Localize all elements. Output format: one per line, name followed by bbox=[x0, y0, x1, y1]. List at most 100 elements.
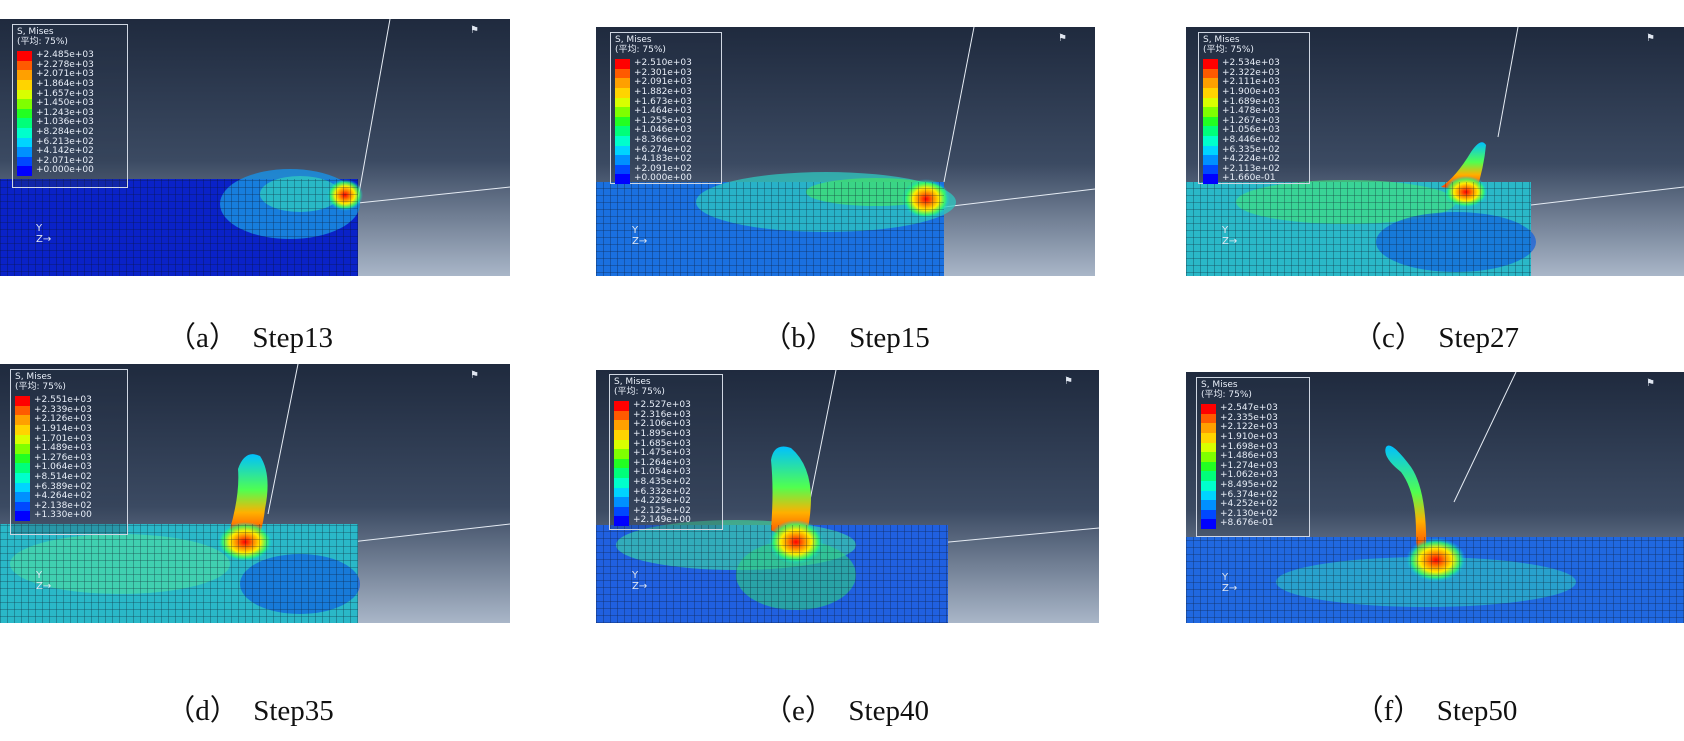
legend-swatch bbox=[1201, 452, 1216, 462]
legend-swatch bbox=[615, 155, 630, 165]
legend-swatch bbox=[15, 472, 30, 483]
legend-swatch bbox=[1203, 78, 1218, 88]
legend-step35: S, Mises (平均: 75%) +2.551e+03 +2.339e+03 +2.… bbox=[10, 369, 128, 535]
view-triad-icon: ⚑ bbox=[1064, 376, 1073, 387]
legend-swatch bbox=[614, 487, 629, 498]
legend-swatch bbox=[615, 59, 630, 69]
legend-value: +1.660e-01 bbox=[1222, 173, 1276, 184]
legend-value: +8.676e-01 bbox=[1220, 518, 1274, 529]
legend-value: +1.276e+03 bbox=[34, 452, 92, 463]
legend-swatch bbox=[614, 410, 629, 421]
legend-swatch bbox=[17, 147, 32, 157]
legend-swatch bbox=[614, 439, 629, 450]
caption-step50: （f） Step50 bbox=[1354, 695, 1518, 727]
legend-color-bar bbox=[1203, 59, 1218, 184]
legend-value: +8.514e+02 bbox=[34, 471, 92, 482]
legend-value: +2.527e+03 bbox=[633, 400, 691, 411]
legend-value: +1.243e+03 bbox=[36, 107, 94, 118]
legend-swatch bbox=[17, 156, 32, 167]
legend-swatch bbox=[1203, 126, 1218, 136]
legend-swatch bbox=[15, 396, 30, 406]
legend-swatch bbox=[1203, 68, 1218, 79]
view-triad-icon: ⚑ bbox=[1646, 33, 1655, 44]
legend-value: +1.064e+03 bbox=[34, 462, 92, 473]
legend-swatch bbox=[1201, 423, 1216, 433]
legend-swatch bbox=[15, 453, 30, 464]
legend-swatch bbox=[615, 107, 630, 117]
triad-y-label: Y bbox=[632, 225, 639, 236]
legend-swatch bbox=[15, 482, 30, 493]
triad-y-label: Y bbox=[632, 570, 639, 581]
legend-values: +2.510e+03 +2.301e+03 +2.091e+03 +1.882e+03… bbox=[634, 59, 692, 184]
legend-value: +1.450e+03 bbox=[36, 98, 94, 109]
legend-value: +6.374e+02 bbox=[1220, 489, 1278, 500]
legend-swatch bbox=[17, 89, 32, 100]
legend-value: +2.130e+02 bbox=[1220, 508, 1278, 519]
legend-value: +2.485e+03 bbox=[36, 50, 94, 61]
legend-value: +1.255e+03 bbox=[634, 115, 692, 126]
legend-swatch bbox=[1201, 432, 1216, 443]
legend-swatch bbox=[15, 444, 30, 454]
legend-value: +1.864e+03 bbox=[36, 78, 94, 89]
legend-value: +2.278e+03 bbox=[36, 59, 94, 70]
legend-swatch bbox=[15, 463, 30, 473]
panel-step27: ⚑ Y Z→ bbox=[1186, 27, 1684, 276]
legend-value: +1.914e+03 bbox=[34, 423, 92, 434]
legend-title: S, Mises bbox=[614, 377, 651, 387]
legend-scale: +2.485e+03 +2.278e+03 +2.071e+03 +1.864e+03… bbox=[17, 51, 123, 176]
legend-value: +2.071e+03 bbox=[36, 69, 94, 80]
coordinate-triad-icon: Y Z→ bbox=[632, 570, 648, 592]
triad-y-label: Y bbox=[36, 570, 43, 581]
legend-value: +2.113e+02 bbox=[1222, 163, 1280, 174]
legend-value: +2.510e+03 bbox=[634, 58, 692, 69]
legend-title: S, Mises bbox=[615, 35, 652, 45]
legend-title: S, Mises bbox=[15, 372, 52, 382]
legend-swatch bbox=[1203, 135, 1218, 146]
legend-step40: S, Mises (平均: 75%) +2.527e+03 +2.316e+03 +2.… bbox=[609, 374, 723, 530]
legend-value: +2.301e+03 bbox=[634, 67, 692, 78]
legend-value: +2.091e+02 bbox=[634, 163, 692, 174]
legend-swatch bbox=[1203, 145, 1218, 156]
legend-swatch bbox=[615, 68, 630, 79]
legend-value: +1.046e+03 bbox=[634, 125, 692, 136]
legend-swatch bbox=[1203, 97, 1218, 108]
stress-contour-plot bbox=[0, 364, 510, 623]
stress-contour-plot bbox=[1186, 27, 1684, 276]
legend-value: +2.091e+03 bbox=[634, 77, 692, 88]
legend-swatch bbox=[1201, 509, 1216, 520]
legend-swatch bbox=[17, 127, 32, 138]
legend-subtitle: (平均: 75%) bbox=[614, 386, 665, 397]
triad-z-label: Z bbox=[632, 236, 639, 247]
legend-swatch bbox=[17, 118, 32, 128]
legend-title: S, Mises bbox=[1201, 380, 1238, 390]
legend-value: +1.657e+03 bbox=[36, 88, 94, 99]
view-triad-icon: ⚑ bbox=[1646, 378, 1655, 389]
legend-swatch bbox=[15, 424, 30, 435]
legend-value: +1.895e+03 bbox=[633, 428, 691, 439]
legend-swatch bbox=[15, 415, 30, 425]
legend-value: +2.106e+03 bbox=[633, 419, 691, 430]
legend-value: +4.264e+02 bbox=[34, 491, 92, 502]
legend-scale: +2.551e+03 +2.339e+03 +2.126e+03 +1.914e+03… bbox=[15, 396, 123, 521]
legend-scale: +2.527e+03 +2.316e+03 +2.106e+03 +1.895e+03… bbox=[614, 401, 718, 526]
legend-value: +8.284e+02 bbox=[36, 126, 94, 137]
legend-value: +1.673e+03 bbox=[634, 96, 692, 107]
panel-step15: ⚑ Y Z→ bbox=[596, 27, 1095, 276]
legend-value: +0.000e+00 bbox=[36, 165, 94, 176]
legend-value: +2.547e+03 bbox=[1220, 403, 1278, 414]
legend-swatch bbox=[1201, 490, 1216, 501]
legend-swatch bbox=[15, 434, 30, 445]
triad-y-label: Y bbox=[1222, 572, 1229, 583]
legend-swatch bbox=[17, 51, 32, 61]
legend-swatch bbox=[1203, 116, 1218, 127]
legend-color-bar bbox=[614, 401, 629, 526]
legend-step15: S, Mises (平均: 75%) +2.510e+03 +2.301e+03 +2.… bbox=[610, 32, 722, 184]
legend-swatch bbox=[615, 135, 630, 146]
legend-value: +2.335e+03 bbox=[1220, 412, 1278, 423]
legend-swatch bbox=[1201, 442, 1216, 453]
legend-value: +1.330e+00 bbox=[34, 510, 92, 521]
legend-value: +6.335e+02 bbox=[1222, 144, 1280, 155]
legend-swatch bbox=[15, 501, 30, 512]
legend-swatch bbox=[615, 87, 630, 98]
legend-value: +1.701e+03 bbox=[34, 433, 92, 444]
